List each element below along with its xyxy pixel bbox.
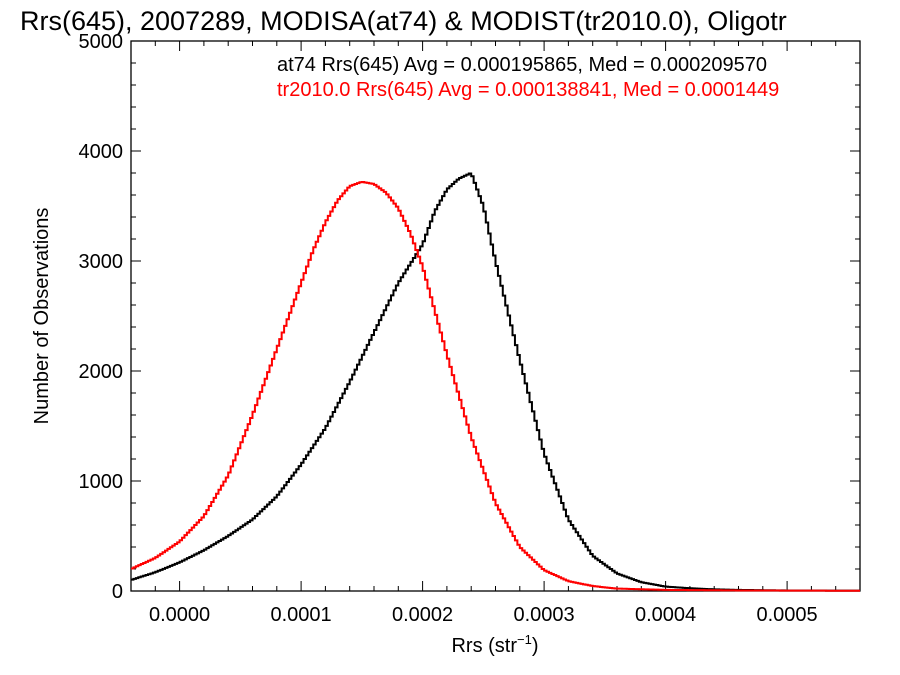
- y-tick-label: 4000: [79, 141, 124, 163]
- y-axis-ticks: 0 1000 2000 3000 4000 5000: [79, 31, 860, 603]
- x-tick-label: 0.0000: [149, 604, 210, 626]
- y-tick-label: 0: [112, 581, 123, 603]
- x-axis-label-main: Rrs (str: [451, 635, 517, 657]
- plot-frame: [130, 40, 861, 592]
- series-line-0: [131, 172, 860, 592]
- annotation-black: at74 Rrs(645) Avg = 0.000195865, Med = 0…: [277, 54, 767, 76]
- x-axis-label-sup: −1: [517, 632, 532, 647]
- series-line-1: [131, 181, 860, 592]
- x-tick-label: 0.0002: [392, 604, 453, 626]
- series-group: [131, 172, 860, 592]
- x-tick-label: 0.0001: [271, 604, 332, 626]
- chart-title: Rrs(645), 2007289, MODISA(at74) & MODIST…: [20, 6, 787, 36]
- x-tick-label: 0.0005: [757, 604, 818, 626]
- y-axis-label: Number of Observations: [31, 208, 53, 425]
- x-tick-label: 0.0003: [514, 604, 575, 626]
- x-axis-label-end: ): [532, 635, 539, 657]
- y-tick-label: 1000: [79, 471, 124, 493]
- x-axis-label: Rrs (str−1): [451, 632, 538, 657]
- annotation-red: tr2010.0 Rrs(645) Avg = 0.000138841, Med…: [277, 79, 779, 101]
- x-axis-ticks: 0.0000 0.0001 0.0002 0.0003 0.0004 0.0005: [130, 41, 861, 626]
- y-tick-label: 2000: [79, 361, 124, 383]
- y-tick-label: 5000: [79, 31, 124, 53]
- y-tick-label: 3000: [79, 251, 124, 273]
- x-tick-label: 0.0004: [635, 604, 696, 626]
